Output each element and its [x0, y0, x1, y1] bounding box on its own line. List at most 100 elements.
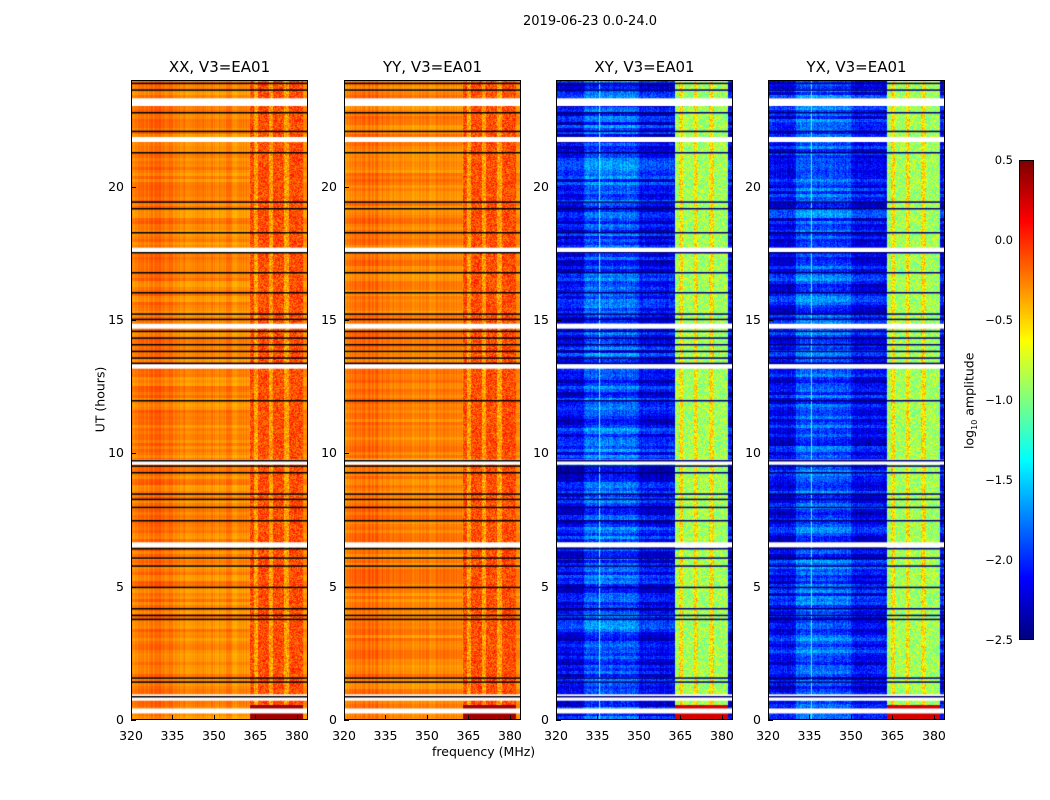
x-tick: [892, 715, 894, 720]
x-tick-label: 380: [922, 728, 946, 743]
x-tick: [213, 715, 215, 720]
y-tick: [556, 720, 561, 721]
heatmap: [768, 80, 945, 720]
y-tick: [344, 453, 349, 455]
x-tick-label: 380: [285, 728, 309, 743]
y-tick-label: 0: [329, 712, 337, 727]
colorbar-tick-label: −1.5: [985, 473, 1013, 487]
x-tick-label: 320: [544, 728, 568, 743]
panel-title: YY, V3=EA01: [382, 58, 483, 76]
y-tick: [344, 186, 349, 188]
y-tick: [344, 320, 349, 321]
x-tick-label: 335: [373, 728, 398, 743]
y-tick-label: 10: [745, 445, 761, 461]
figure-title: 2019-06-23 0.0-24.0: [523, 14, 657, 29]
y-tick: [768, 320, 773, 321]
axes-frame: [556, 80, 733, 720]
y-tick-label: 5: [541, 578, 549, 594]
x-tick: [385, 715, 387, 720]
colorbar-tick-label: −1.0: [985, 393, 1013, 407]
panel-1: XX, V3=EA01 320 335 350 365 380 0 5 10 15 20: [108, 58, 309, 743]
y-tick: [768, 186, 773, 188]
y-tick: [556, 453, 561, 455]
y-tick: [131, 586, 136, 588]
x-tick: [680, 715, 682, 720]
y-tick-label: 20: [745, 178, 761, 194]
y-tick: [768, 720, 773, 721]
y-tick: [131, 186, 136, 188]
colorbar: [1019, 160, 1034, 640]
x-tick: [850, 715, 852, 720]
colorbar-tick-label: 0.5: [994, 153, 1013, 167]
panel-title: XX, V3=EA01: [168, 58, 271, 76]
colorbar-tick-label: −2.5: [985, 633, 1013, 647]
x-tick: [556, 715, 557, 720]
x-tick: [426, 715, 428, 720]
x-tick-label: 365: [456, 728, 481, 743]
x-tick-label: 350: [415, 728, 439, 743]
y-tick-label: 20: [108, 178, 124, 194]
x-tick-label: 335: [797, 728, 822, 743]
y-tick: [768, 586, 773, 588]
panel-2: YY, V3=EA01 320 335 350 365 380 0 5 10 15 20: [321, 58, 522, 743]
heatmap: [556, 80, 733, 720]
y-tick-label: 15: [533, 312, 549, 327]
axes-frame: [131, 80, 308, 720]
x-tick-label: 320: [756, 728, 780, 743]
y-tick: [131, 720, 136, 721]
colorbar-tick-label: −0.5: [985, 313, 1013, 327]
y-tick-label: 15: [321, 312, 337, 327]
y-tick: [768, 453, 773, 455]
x-tick-label: 350: [202, 728, 226, 743]
x-tick: [468, 715, 470, 720]
x-tick-label: 365: [243, 728, 268, 743]
axes-frame: [768, 80, 945, 720]
x-tick-label: 320: [332, 728, 356, 743]
colorbar-tick-label: 0.0: [994, 233, 1013, 247]
y-tick: [344, 586, 349, 588]
x-tick: [131, 715, 132, 720]
panel-4: YX, V3=EA01 320 335 350 365 380 0 5 10 15 20: [745, 58, 946, 743]
x-axis-label: frequency (MHz): [432, 744, 536, 759]
y-tick-label: 20: [321, 178, 337, 194]
y-tick-label: 10: [108, 445, 124, 461]
x-tick: [597, 715, 599, 720]
x-tick-label: 365: [668, 728, 693, 743]
panel-3: XY, V3=EA01 320 335 350 365 380 0 5 10 15 20: [533, 58, 734, 743]
x-tick: [933, 715, 935, 720]
x-tick-label: 335: [160, 728, 185, 743]
colorbar-label: log10 amplitude: [961, 352, 979, 449]
y-tick-label: 20: [533, 178, 549, 194]
x-tick-label: 380: [498, 728, 522, 743]
y-tick-label: 0: [541, 712, 549, 727]
y-tick: [556, 186, 561, 188]
y-tick: [131, 453, 136, 455]
x-tick-label: 335: [585, 728, 610, 743]
panel-title: YX, V3=EA01: [806, 58, 907, 76]
colorbar-tick-label: −2.0: [985, 553, 1013, 567]
y-tick-label: 5: [116, 578, 124, 594]
x-tick: [296, 715, 298, 720]
x-tick-label: 380: [710, 728, 734, 743]
x-tick-label: 350: [627, 728, 651, 743]
axes-frame: [344, 80, 521, 720]
x-tick: [172, 715, 174, 720]
x-tick: [638, 715, 640, 720]
y-tick-label: 5: [329, 578, 337, 594]
x-tick-label: 365: [880, 728, 905, 743]
y-axis-label: UT (hours): [92, 366, 108, 433]
y-tick-label: 5: [753, 578, 761, 594]
y-tick-label: 0: [116, 712, 124, 727]
x-tick: [809, 715, 811, 720]
heatmap: [344, 80, 521, 720]
y-tick-label: 0: [753, 712, 761, 727]
y-tick: [556, 320, 561, 321]
x-tick: [509, 715, 511, 720]
y-tick: [131, 320, 136, 321]
x-tick: [255, 715, 257, 720]
y-tick-label: 15: [108, 312, 124, 327]
x-tick: [344, 715, 345, 720]
x-tick: [721, 715, 723, 720]
panel-title: XY, V3=EA01: [594, 58, 695, 76]
